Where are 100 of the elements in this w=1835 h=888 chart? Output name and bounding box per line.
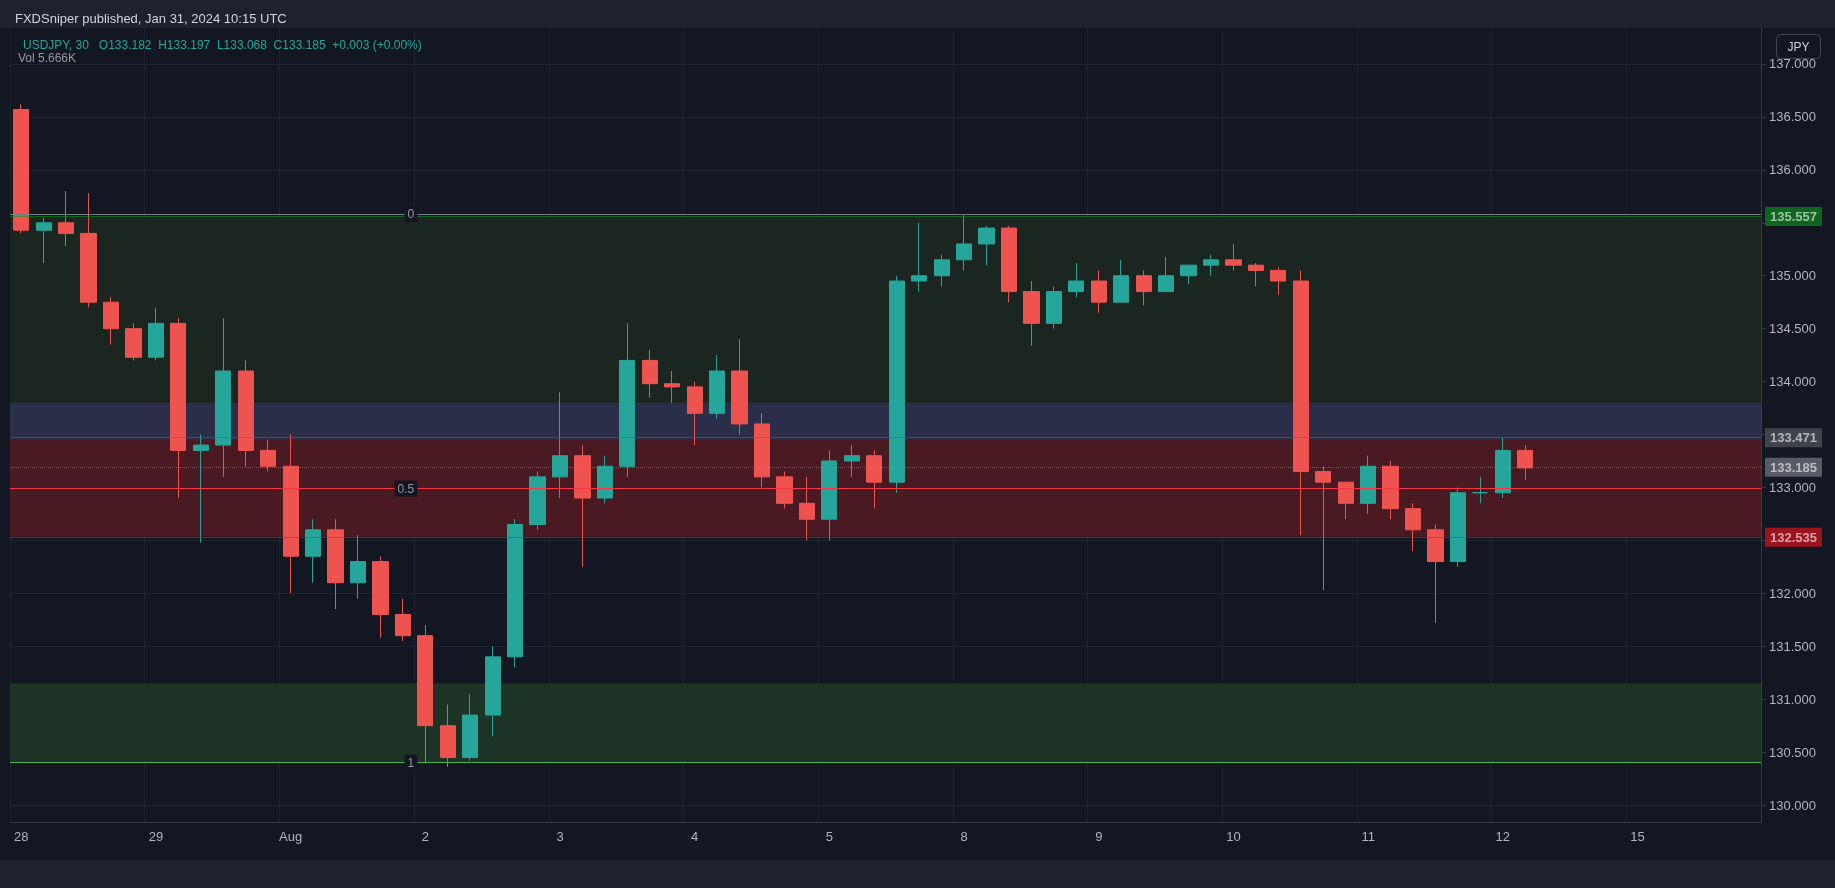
candlestick [709,354,725,420]
candlestick [103,296,119,346]
y-tick-label: 134.000 [1769,374,1816,390]
x-tick-label: 12 [1495,829,1511,844]
candlestick [529,471,546,531]
candlestick [1427,524,1444,624]
annotation: 0.5 [397,481,415,496]
x-tick-label: 9 [1095,829,1103,844]
x-tick-label: 4 [691,829,699,844]
ref-line-label: 132.535 [1770,529,1817,545]
candlestick [1136,269,1152,306]
candlestick [193,434,209,544]
candlestick [507,518,523,668]
candlestick [462,693,478,762]
candlestick [1450,486,1466,568]
x-tick-label: 3 [556,829,564,844]
candlestick [1225,243,1242,271]
candlestick [1293,269,1309,536]
candlestick [889,275,905,494]
candlestick [80,192,97,308]
annotation: 1 [407,755,415,770]
candlestick [1180,264,1197,285]
y-tick-label: 135.000 [1769,268,1816,284]
candlestick [148,306,164,361]
y-tick-label: 133.000 [1769,479,1816,495]
candlestick [215,317,231,478]
text: USDJPY, 30 O133.182 H133.197 L133.068 C133.185 +0.003 (+0.00%) [23,38,422,52]
candlestick [1405,502,1421,552]
candlestick [260,439,276,473]
x-tick-label: 5 [825,829,833,844]
x-tick-label: 8 [960,829,968,844]
candlestick [372,555,389,639]
candlestick [1113,259,1129,303]
annotation: Vol 5.666K [18,51,77,65]
candlestick [1023,280,1040,347]
candlestick [597,455,613,504]
candlestick [799,476,815,541]
y-tick-label: 134.500 [1769,321,1816,337]
candlestick [238,359,254,467]
candlestick [485,645,501,737]
y-tick-label: 136.000 [1769,162,1816,178]
candlestick [776,471,793,510]
candlestick [844,444,860,478]
ref-line-label: 133.185 [1770,459,1817,475]
candlestick [1495,437,1511,499]
candlestick [125,322,142,361]
candlestick [1315,465,1331,591]
candlestick [1382,460,1399,520]
candlestick [574,444,591,568]
candlestick [619,322,635,478]
candlestick [754,412,770,488]
x-tick-label: 28 [13,829,29,844]
candlestick [1472,476,1488,504]
candlestick [934,254,950,287]
candlestick [664,370,680,404]
candlestick [395,598,411,642]
candlestick [1360,455,1376,515]
x-tick-label: 2 [421,829,429,844]
candlestick [956,213,972,271]
candlestick [1248,262,1264,287]
candlestick [417,624,433,764]
x-tick-label: 29 [148,829,164,844]
y-tick-label: 137.000 [1769,56,1816,72]
ref-line-label: 135.557 [1770,208,1817,224]
y-tick-label: 130.000 [1769,797,1816,813]
candlestick [13,103,29,234]
candlestick [1158,256,1174,293]
candlestick [1046,285,1062,330]
candlestick [687,381,703,446]
candlestick [731,338,748,436]
text: JPY [1787,39,1810,54]
candlestick [1517,444,1533,481]
candlestick [821,449,837,541]
y-tick-label: 130.500 [1769,744,1816,760]
x-tick-label: 11 [1361,829,1375,844]
candlestick [440,703,456,768]
candlestick [58,190,74,247]
candlestick [1001,225,1017,303]
candlestick [1091,269,1107,314]
x-tick-label: 10 [1226,829,1241,844]
candlestick [305,518,321,584]
candlestick [642,349,658,398]
x-tick-label: Aug [279,829,303,844]
candlestick [36,217,52,264]
candlestick [283,434,299,594]
candlestick [170,317,186,499]
ref-line-label: 133.471 [1770,430,1817,446]
y-tick-label: 131.500 [1769,638,1816,654]
candlestick [978,225,995,266]
candlestick [552,391,568,499]
candlestick [1338,481,1354,520]
candlestick [350,534,366,600]
y-tick-label: 132.000 [1769,585,1816,601]
candlestick [1270,266,1286,296]
candlestick [911,222,927,293]
candlestick [1068,262,1084,298]
x-tick-label: 15 [1630,829,1645,844]
candlestick [327,518,344,610]
y-tick-label: 136.500 [1769,109,1816,125]
candlestick [866,449,882,510]
